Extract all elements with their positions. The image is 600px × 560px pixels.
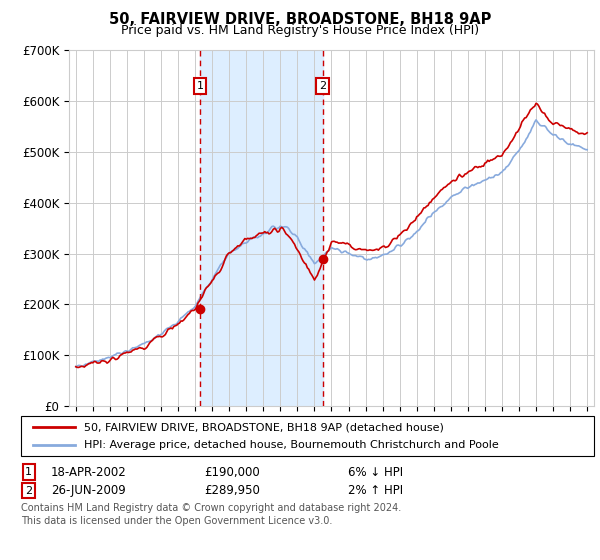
Text: 6% ↓ HPI: 6% ↓ HPI — [348, 465, 403, 479]
Text: £190,000: £190,000 — [204, 465, 260, 479]
Text: 1: 1 — [197, 81, 203, 91]
Text: 18-APR-2002: 18-APR-2002 — [51, 465, 127, 479]
Text: 50, FAIRVIEW DRIVE, BROADSTONE, BH18 9AP: 50, FAIRVIEW DRIVE, BROADSTONE, BH18 9AP — [109, 12, 491, 27]
Text: HPI: Average price, detached house, Bournemouth Christchurch and Poole: HPI: Average price, detached house, Bour… — [84, 440, 499, 450]
Text: This data is licensed under the Open Government Licence v3.0.: This data is licensed under the Open Gov… — [21, 516, 332, 526]
Text: 26-JUN-2009: 26-JUN-2009 — [51, 484, 126, 497]
Text: 50, FAIRVIEW DRIVE, BROADSTONE, BH18 9AP (detached house): 50, FAIRVIEW DRIVE, BROADSTONE, BH18 9AP… — [84, 422, 444, 432]
Text: 1: 1 — [25, 467, 32, 477]
Text: 2% ↑ HPI: 2% ↑ HPI — [348, 484, 403, 497]
Text: Price paid vs. HM Land Registry's House Price Index (HPI): Price paid vs. HM Land Registry's House … — [121, 24, 479, 37]
Bar — [200, 50, 323, 406]
Text: 2: 2 — [25, 486, 32, 496]
Text: 2: 2 — [319, 81, 326, 91]
Text: Contains HM Land Registry data © Crown copyright and database right 2024.: Contains HM Land Registry data © Crown c… — [21, 503, 401, 513]
Text: £289,950: £289,950 — [204, 484, 260, 497]
